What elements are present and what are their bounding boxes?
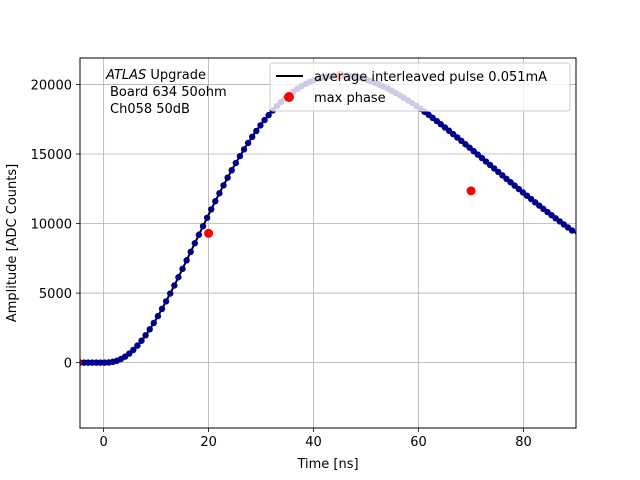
y-tick-label: 10000: [31, 218, 72, 233]
sample-point: [134, 342, 141, 349]
y-tick-label: 0: [64, 357, 72, 372]
sample-point: [158, 305, 166, 313]
sample-point: [195, 231, 203, 238]
annotation-upgrade: Upgrade: [146, 68, 206, 83]
x-tick-label: 80: [515, 435, 532, 450]
x-tick-label: 0: [99, 435, 107, 450]
sample-point: [130, 346, 137, 354]
sample-point: [228, 167, 235, 174]
sample-point: [253, 127, 260, 135]
y-tick-label: 15000: [31, 148, 72, 163]
y-axis-title: Amplitude [ADC Counts]: [5, 164, 20, 322]
sample-point: [187, 248, 194, 256]
sample-point: [249, 133, 256, 141]
sample-point: [167, 290, 174, 297]
sample-point: [171, 282, 178, 289]
sample-point: [208, 206, 215, 213]
sample-point: [162, 298, 170, 305]
annotation-atlas: ATLAS: [105, 68, 146, 83]
sample-point: [199, 222, 207, 230]
sample-point: [175, 274, 182, 281]
sample-point: [261, 116, 268, 124]
sample-point: [191, 240, 199, 247]
sample-point: [224, 174, 231, 181]
atlas-annotation: ATLAS Upgrade Board 634 50ohm Ch058 50dB: [105, 68, 227, 117]
max-phase-point: [466, 186, 476, 196]
legend-marker-max-phase: [284, 92, 294, 102]
sample-point: [216, 190, 223, 197]
sample-point: [203, 214, 211, 221]
sample-point: [232, 159, 240, 167]
annotation-line-2: Board 634 50ohm: [110, 85, 227, 100]
legend-label-average-pulse: average interleaved pulse 0.051mA: [314, 70, 547, 85]
x-tick-label: 60: [410, 435, 427, 450]
axis-ticks: 0 20 40 60 80 0 5000 10000 15000 20000: [31, 78, 532, 450]
sample-point: [212, 198, 219, 205]
x-axis-title: Time [ns]: [296, 457, 358, 472]
legend-box: [269, 62, 571, 112]
legend: average interleaved pulse 0.051mA max ph…: [269, 62, 571, 112]
sample-point: [236, 152, 244, 160]
annotation-line-1: ATLAS Upgrade: [105, 68, 206, 83]
sample-point: [142, 332, 149, 339]
max-phase-point: [204, 228, 214, 238]
sample-point: [179, 265, 186, 273]
sample-point: [244, 139, 252, 147]
y-tick-label: 5000: [39, 287, 72, 302]
legend-label-max-phase: max phase: [314, 91, 386, 106]
sample-point: [146, 326, 153, 333]
sample-point: [240, 146, 248, 153]
sample-point: [220, 182, 227, 189]
sample-point: [126, 350, 133, 357]
x-tick-label: 40: [305, 435, 322, 450]
sample-point: [265, 111, 272, 119]
plot-frame: [79, 57, 577, 429]
annotation-line-3: Ch058 50dB: [110, 102, 190, 117]
sample-point: [183, 257, 190, 264]
sample-point: [138, 337, 145, 344]
average-pulse-line: [80, 74, 576, 364]
sample-point: [257, 122, 264, 129]
sample-point: [154, 312, 162, 320]
y-tick-label: 20000: [31, 78, 72, 93]
sample-point: [150, 319, 158, 327]
x-tick-label: 20: [200, 435, 217, 450]
sample-point: [568, 227, 576, 234]
